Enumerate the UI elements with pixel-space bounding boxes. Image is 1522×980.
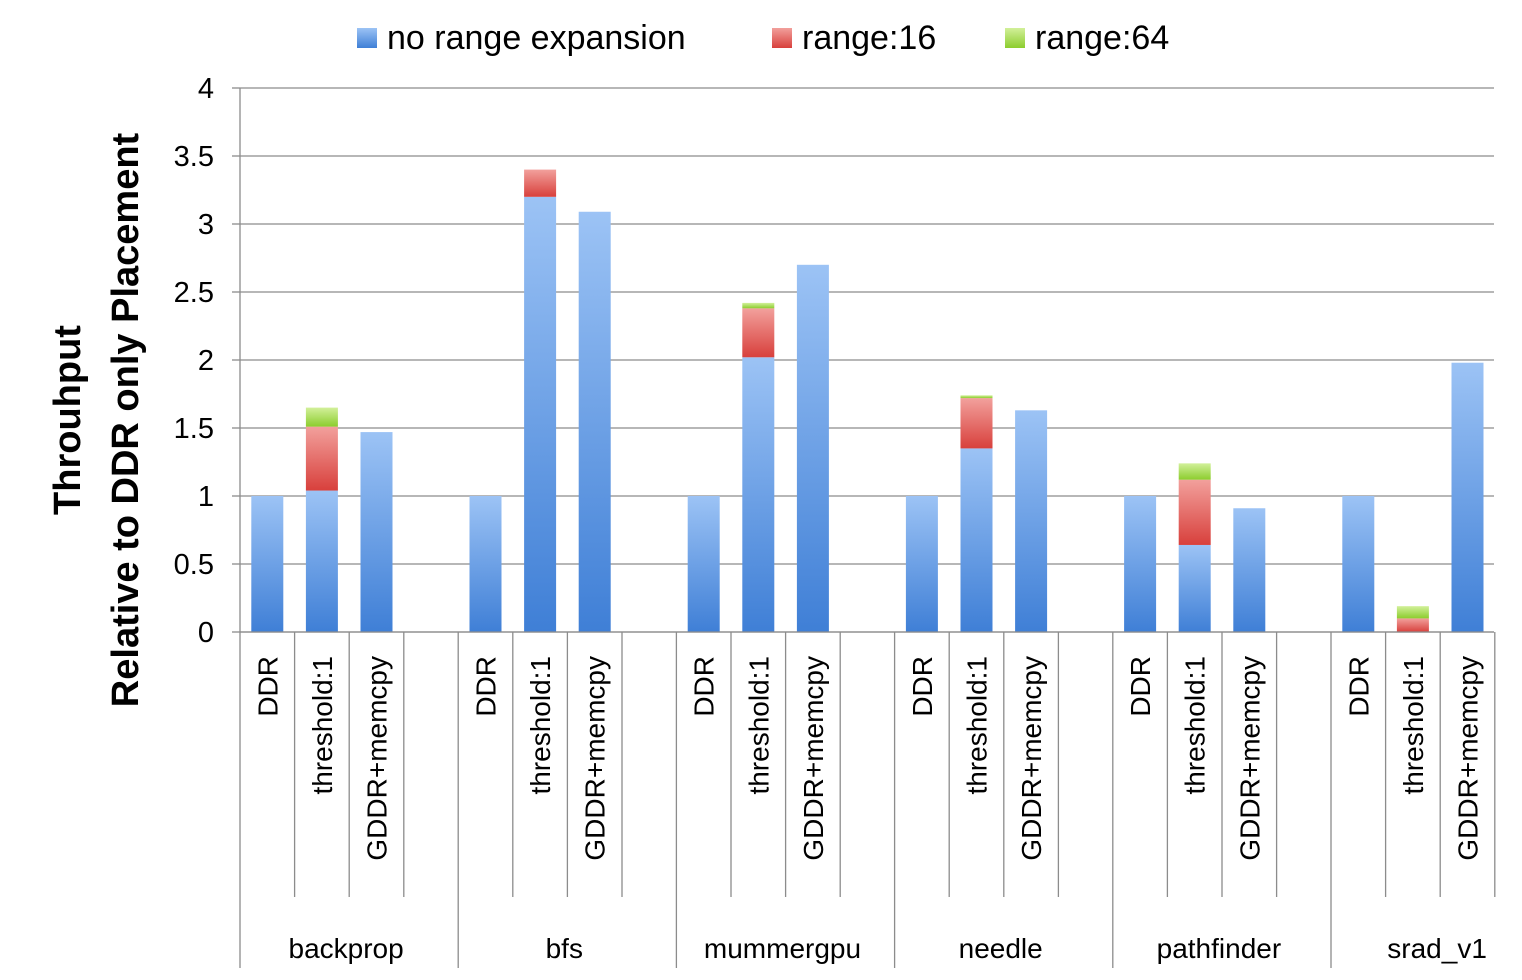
bar-backprop-threshold:1-no-range-expansion (305, 490, 338, 632)
bar-needle-GDDR+memcpy-no-range-expansion (1015, 410, 1048, 632)
bar-backprop-DDR-no-range-expansion (251, 496, 284, 632)
bar-bfs-threshold:1-no-range-expansion (524, 196, 557, 633)
y-tick-label: 4 (198, 73, 214, 105)
subcategory-label: threshold:1 (1180, 656, 1211, 795)
y-tick-label: 2.5 (174, 277, 214, 309)
subcategory-label: threshold:1 (525, 656, 556, 795)
legend: no range expansion range:16 range:64 (357, 19, 1169, 57)
y-tick-label: 1.5 (174, 413, 214, 445)
y-tick-label: 1 (198, 481, 214, 513)
bar-mummergpu-DDR-no-range-expansion (687, 496, 720, 632)
legend-label: range:64 (1035, 19, 1169, 57)
bar-needle-DDR-no-range-expansion (905, 496, 938, 632)
y-tick-label: 0.5 (174, 549, 214, 581)
subcategory-label: DDR (1125, 656, 1156, 717)
bar-pathfinder-threshold:1-range-16 (1178, 479, 1211, 545)
bar-bfs-DDR-no-range-expansion (469, 496, 502, 632)
y-axis-title: Throuhput Relative to DDR only Placement (47, 132, 147, 707)
subcategory-label: GDDR+memcpy (1453, 656, 1484, 861)
y-axis-title-line: Relative to DDR only Placement (105, 132, 147, 707)
bar-backprop-threshold:1-range-16 (305, 426, 338, 491)
y-axis: 0 0.5 1 1.5 2 2.5 3 3.5 4 (174, 73, 241, 649)
bar-needle-threshold:1-range-16 (960, 398, 993, 449)
y-tick-label: 3.5 (174, 141, 214, 173)
bar-srad_v1-DDR-no-range-expansion (1342, 496, 1375, 632)
subcategory-label: GDDR+memcpy (362, 656, 393, 861)
y-tick-label: 0 (198, 617, 214, 649)
y-tick-label: 2 (198, 345, 214, 377)
group-label: mummergpu (704, 933, 861, 964)
bar-bfs-GDDR+memcpy-no-range-expansion (578, 211, 611, 632)
bar-needle-threshold:1-range-64 (960, 395, 993, 399)
bar-needle-threshold:1-no-range-expansion (960, 448, 993, 632)
subcategory-label: DDR (689, 656, 720, 717)
legend-swatch (357, 28, 377, 48)
subcategory-label: GDDR+memcpy (580, 656, 611, 861)
y-axis-title-line: Throuhput (47, 325, 89, 515)
bar-pathfinder-threshold:1-no-range-expansion (1178, 544, 1211, 632)
bar-bfs-threshold:1-range-16 (524, 169, 557, 197)
bar-backprop-threshold:1-range-64 (305, 407, 338, 427)
subcategory-label: GDDR+memcpy (1234, 656, 1265, 861)
gridlines (240, 87, 1494, 633)
subcategory-label: GDDR+memcpy (798, 656, 829, 861)
subcategory-label: DDR (1343, 656, 1374, 717)
bar-mummergpu-threshold:1-range-16 (742, 308, 775, 358)
bar-backprop-GDDR+memcpy-no-range-expansion (360, 432, 393, 632)
group-label: backprop (289, 933, 404, 964)
bar-mummergpu-threshold:1-no-range-expansion (742, 357, 775, 632)
subcategory-label: threshold:1 (1398, 656, 1429, 795)
x-axis: DDR threshold:1 GDDR+memcpy backprop DDR thre… (239, 631, 1496, 968)
bar-srad_v1-GDDR+memcpy-no-range-expansion (1451, 362, 1484, 632)
bar-pathfinder-threshold:1-range-64 (1178, 463, 1211, 480)
bar-mummergpu-GDDR+memcpy-no-range-expansion (796, 264, 829, 632)
subcategory-label: DDR (252, 656, 283, 717)
group-label: bfs (546, 933, 583, 964)
subcategory-label: GDDR+memcpy (1016, 656, 1047, 861)
subcategory-label: DDR (471, 656, 502, 717)
bar-mummergpu-threshold:1-range-64 (742, 302, 775, 309)
subcategory-label: threshold:1 (962, 656, 993, 795)
subcategory-label: threshold:1 (743, 656, 774, 795)
subcategory-label: threshold:1 (307, 656, 338, 795)
y-tick-label: 3 (198, 209, 214, 241)
legend-label: range:16 (802, 19, 936, 57)
bar-srad_v1-threshold:1-range-64 (1396, 606, 1429, 619)
bar-srad_v1-threshold:1-range-16 (1396, 618, 1429, 632)
bar-pathfinder-DDR-no-range-expansion (1124, 496, 1157, 632)
legend-swatch (1005, 28, 1025, 48)
legend-swatch (772, 28, 792, 48)
bars (251, 169, 1484, 633)
group-label: needle (959, 933, 1043, 964)
group-label: pathfinder (1157, 933, 1282, 964)
bar-pathfinder-GDDR+memcpy-no-range-expansion (1233, 508, 1266, 632)
group-label: srad_v1 (1387, 933, 1487, 964)
legend-label: no range expansion (387, 19, 686, 57)
subcategory-label: DDR (907, 656, 938, 717)
